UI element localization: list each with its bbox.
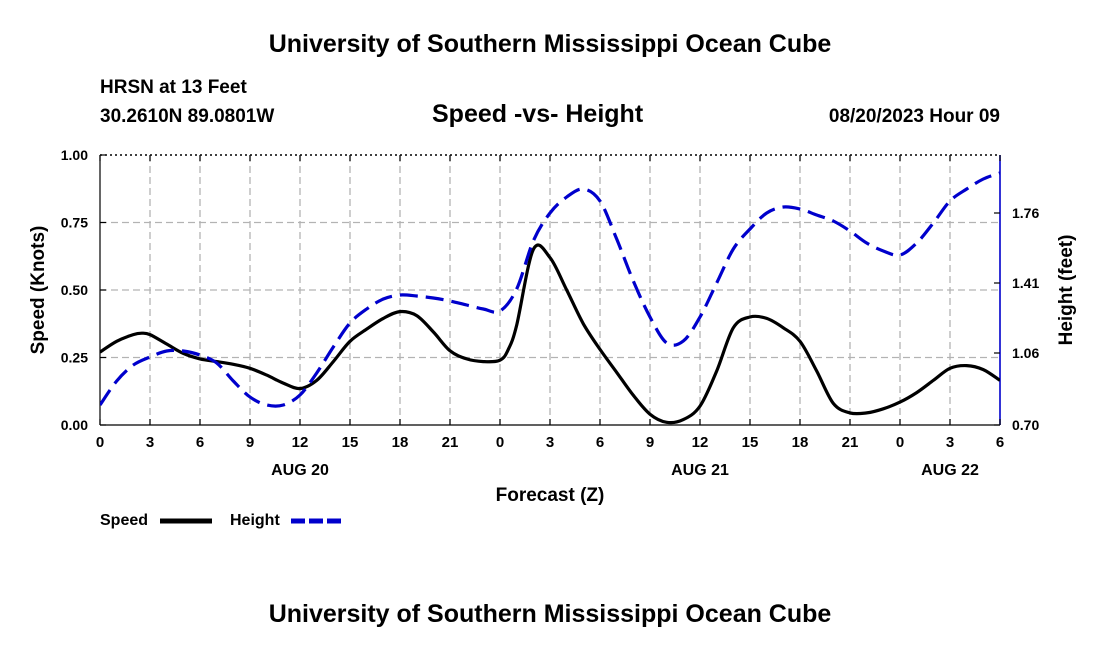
x-tick-label: 3 [146,434,154,451]
series-line-height [100,171,1000,408]
x-tick-label: 18 [792,434,809,451]
x-tick-label: 15 [342,434,359,451]
x-tick-label: 9 [646,434,654,451]
chart-title: Speed -vs- Height [432,100,644,128]
x-tick-label: 0 [96,434,104,451]
y-right-axis-label: Height (feet) [1056,235,1077,346]
y-left-tick-label: 0.25 [61,350,88,366]
y-right-tick-label: 1.41 [1012,275,1039,291]
x-tick-label: 3 [946,434,954,451]
x-tick-label: 6 [996,434,1004,451]
date-label: AUG 20 [271,462,329,479]
station-label: HRSN at 13 Feet [100,77,247,98]
label-layer: 0 3 6 9 12 15 18 21 0 3 6 9 12 15 18 21 0 3 6 AUG 20 AUG 21 A… [28,147,1077,506]
x-tick-label: 6 [196,434,204,451]
date-label: AUG 21 [671,462,729,479]
series-line-speed [100,243,1000,425]
x-tick-label: 21 [442,434,459,451]
x-tick-label: 9 [246,434,254,451]
date-label: AUG 22 [921,462,979,479]
series-layer [100,171,1000,425]
x-tick-label: 6 [596,434,604,451]
legend-label-height: Height [230,512,280,529]
x-tick-label: 12 [692,434,709,451]
legend-layer: Speed Height [100,512,343,529]
footer-title: University of Southern Mississippi Ocean… [268,600,832,628]
y-left-tick-label: 1.00 [61,147,88,163]
station-coordinates: 30.2610N 89.0801W [100,106,275,127]
forecast-date: 08/20/2023 Hour 09 [828,106,1000,127]
x-axis-label: Forecast (Z) [496,485,605,506]
y-left-axis-label: Speed (Knots) [28,226,49,355]
x-tick-label: 3 [546,434,554,451]
x-tick-label: 12 [292,434,309,451]
y-left-tick-label: 0.00 [61,417,88,433]
x-tick-label: 18 [392,434,409,451]
x-tick-label: 21 [842,434,859,451]
y-right-tick-label: 1.06 [1012,345,1039,361]
y-left-tick-label: 0.75 [61,215,88,231]
y-left-tick-label: 0.50 [61,282,88,298]
x-tick-label: 0 [896,434,904,451]
legend-label-speed: Speed [100,512,148,529]
page-title: University of Southern Mississippi Ocean… [268,30,832,58]
x-tick-label: 15 [742,434,759,451]
axis-layer [99,154,1001,426]
y-right-tick-label: 1.76 [1012,205,1039,221]
y-right-tick-label: 0.70 [1012,417,1039,433]
x-tick-label: 0 [496,434,504,451]
grid-layer [100,155,1000,425]
